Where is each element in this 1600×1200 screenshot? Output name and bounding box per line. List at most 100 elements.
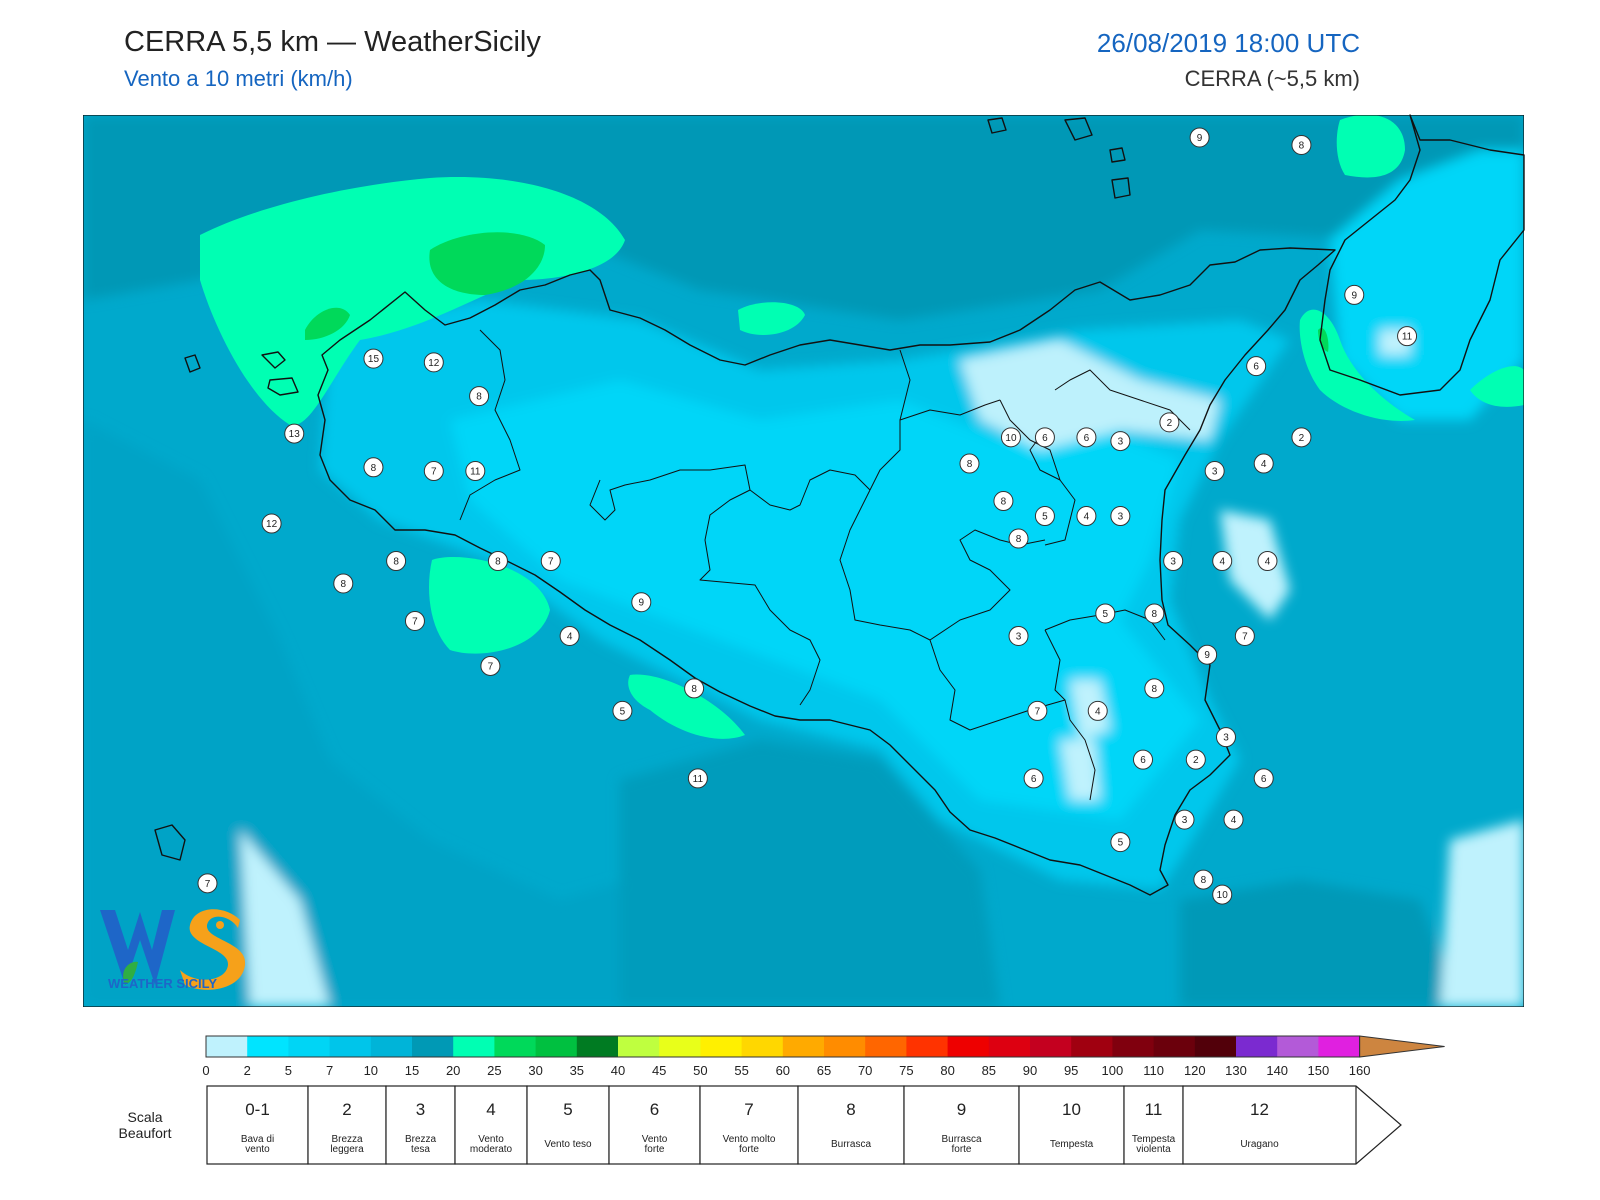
beaufort-number: 9 xyxy=(957,1100,966,1119)
station-marker xyxy=(386,551,407,571)
station-marker xyxy=(1246,356,1267,377)
colorbar-swatch xyxy=(453,1036,495,1057)
station-wind-value: 2 xyxy=(1299,433,1305,444)
colorbar-tick-label: 0 xyxy=(202,1063,209,1078)
beaufort-number: 6 xyxy=(650,1100,659,1119)
colorbar-tick-label: 45 xyxy=(652,1063,666,1078)
wind-station: 3 xyxy=(1204,461,1225,482)
wind-station: 6 xyxy=(1246,356,1267,377)
wind-station: 4 xyxy=(1223,809,1244,830)
colorbar-swatch xyxy=(865,1036,907,1057)
station-wind-value: 3 xyxy=(1118,437,1124,448)
colorbar-swatch xyxy=(1153,1036,1196,1057)
station-marker xyxy=(1253,453,1274,474)
station-marker xyxy=(1144,678,1165,699)
station-wind-value: 5 xyxy=(1042,512,1048,523)
colorbar-tick-label: 10 xyxy=(364,1063,378,1078)
station-marker xyxy=(363,457,384,478)
colorbar-tick-label: 2 xyxy=(244,1063,251,1078)
wind-station: 6 xyxy=(1034,427,1055,448)
station-wind-value: 9 xyxy=(639,598,645,609)
station-marker xyxy=(1087,700,1108,721)
wind-station: 7 xyxy=(1234,625,1255,646)
colorbar-swatch xyxy=(1236,1036,1278,1057)
beaufort-description: vento xyxy=(245,1144,270,1155)
station-marker xyxy=(1008,625,1029,646)
station-marker xyxy=(1023,768,1044,789)
station-wind-value: 7 xyxy=(488,661,494,672)
station-marker xyxy=(1215,727,1236,748)
station-wind-value: 9 xyxy=(1197,133,1203,144)
colorbar-tick-label: 7 xyxy=(326,1063,333,1078)
wind-station: 3 xyxy=(1110,431,1131,452)
beaufort-number: 0-1 xyxy=(245,1100,270,1119)
wind-station: 10 xyxy=(1212,884,1233,905)
logo-text: WEATHER SICILY xyxy=(108,976,217,991)
station-wind-value: 3 xyxy=(1212,467,1218,478)
beaufort-cell xyxy=(1018,1085,1125,1165)
station-marker xyxy=(1185,749,1206,770)
station-wind-value: 8 xyxy=(1016,534,1022,545)
wind-station: 4 xyxy=(1087,700,1108,721)
station-wind-value: 4 xyxy=(567,631,573,642)
station-marker xyxy=(559,625,580,646)
station-marker xyxy=(1008,528,1029,549)
station-marker xyxy=(1257,551,1278,571)
beaufort-number: 7 xyxy=(744,1100,753,1119)
map-subtitle: Vento a 10 metri (km/h) xyxy=(124,66,353,91)
station-marker xyxy=(1291,427,1312,448)
beaufort-description: Vento teso xyxy=(544,1139,592,1150)
wind-station: 7 xyxy=(404,610,425,631)
colorbar-tick-label: 55 xyxy=(734,1063,748,1078)
coastline-sicily xyxy=(154,114,1525,896)
wind-station: 7 xyxy=(1027,700,1048,721)
station-marker xyxy=(1110,431,1131,452)
beaufort-class: 5 Vento teso xyxy=(526,1085,610,1165)
colorbar-swatch xyxy=(288,1036,331,1057)
colorbar-tick-label: 15 xyxy=(405,1063,419,1078)
station-marker xyxy=(1234,625,1255,646)
wind-field xyxy=(83,115,1524,1007)
station-wind-value: 10 xyxy=(1005,433,1017,444)
beaufort-number: 2 xyxy=(342,1100,351,1119)
wind-station: 4 xyxy=(1253,453,1274,474)
beaufort-label-line2: Beaufort xyxy=(119,1125,172,1141)
wind-station-labels: 9 8 9 11 15 12 8 6 13 10 6 6 3 2 2 8 7 11 8 4 3 8 5 4 3 12 8 8 8 7 3 4 4… xyxy=(197,127,1418,905)
wind-station: 7 xyxy=(197,873,218,894)
station-marker xyxy=(993,491,1014,512)
beaufort-cell xyxy=(307,1085,387,1165)
station-marker xyxy=(404,610,425,631)
colorbar-swatch xyxy=(329,1036,372,1057)
station-wind-value: 11 xyxy=(693,774,704,785)
colorbar-swatch xyxy=(741,1036,784,1057)
station-wind-value: 9 xyxy=(1204,650,1210,661)
colorbar-swatch xyxy=(535,1036,578,1057)
station-wind-value: 8 xyxy=(393,557,399,568)
colorbar-swatch xyxy=(1030,1036,1072,1057)
beaufort-cell xyxy=(1182,1085,1402,1165)
colorbar-swatch xyxy=(576,1036,619,1057)
wind-station: 3 xyxy=(1215,727,1236,748)
beaufort-description: Vento molto xyxy=(723,1134,776,1145)
station-wind-value: 7 xyxy=(1242,631,1248,642)
station-wind-value: 3 xyxy=(1223,733,1229,744)
beaufort-number: 4 xyxy=(486,1100,495,1119)
beaufort-cell xyxy=(526,1085,610,1165)
station-wind-value: 8 xyxy=(1201,875,1207,886)
station-marker xyxy=(1095,603,1116,624)
colorbar-tick-label: 130 xyxy=(1225,1063,1247,1078)
colorbar-tick-label: 95 xyxy=(1064,1063,1078,1078)
colorbar-tick-label: 85 xyxy=(982,1063,996,1078)
station-wind-value: 2 xyxy=(1193,755,1199,766)
station-marker xyxy=(1027,700,1048,721)
wind-colorbar: 0 2 5 7 10 15 20 25 30 35 40 45 50 55 60 65 70 75 80 85 90 95… xyxy=(202,1035,1445,1078)
wind-station: 8 xyxy=(1193,869,1214,890)
wind-station: 5 xyxy=(1095,603,1116,624)
colorbar-tick-label: 65 xyxy=(817,1063,831,1078)
colorbar-tick-label: 25 xyxy=(487,1063,501,1078)
station-wind-value: 4 xyxy=(1265,557,1271,568)
